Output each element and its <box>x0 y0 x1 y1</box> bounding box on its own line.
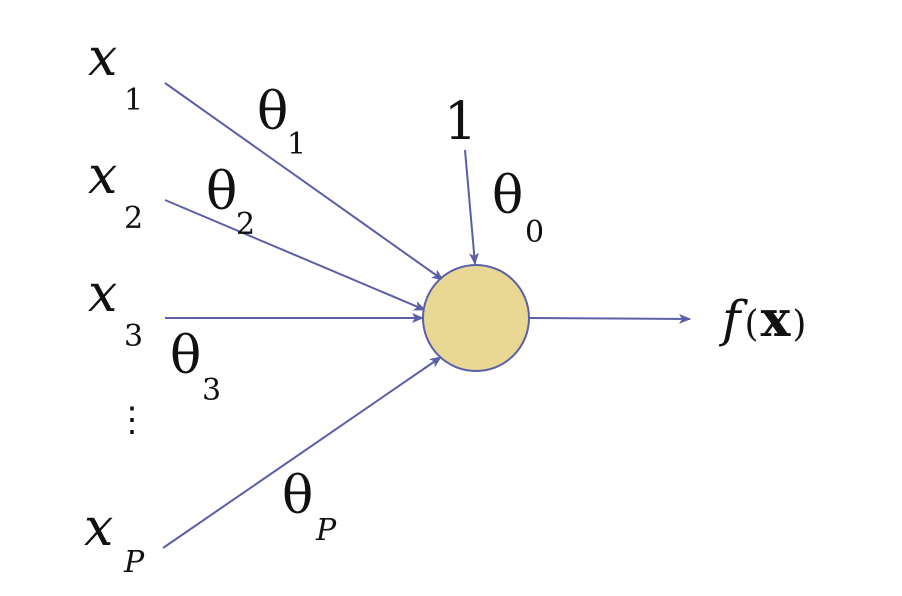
edge-bias <box>464 149 480 265</box>
summation-node <box>422 264 530 372</box>
weight-theta1-sub: 1 <box>287 127 307 162</box>
weight-theta3-sub: 3 <box>202 373 222 408</box>
weight-thetaP: θ <box>282 466 314 526</box>
input-x3-var: x <box>88 264 118 324</box>
weight-theta2-sub: 2 <box>236 207 256 242</box>
input-x1-var: x <box>88 28 118 88</box>
output-func: f <box>722 290 741 348</box>
input-ellipsis: ⋮ <box>115 402 149 439</box>
input-x2-var: x <box>88 146 118 206</box>
weight-thetaP-sub: P <box>316 513 337 548</box>
edge-x2 <box>164 199 426 311</box>
edge-x1 <box>164 82 444 281</box>
input-x2-sub: 2 <box>124 201 144 236</box>
bias-input-one: 1 <box>444 92 478 152</box>
output-close-paren: ) <box>792 304 807 345</box>
weight-theta1: θ <box>257 82 289 142</box>
output-label: f (x) <box>722 294 807 345</box>
weight-theta3: θ <box>170 326 202 386</box>
output-open-paren: ( <box>744 304 759 345</box>
input-x3-sub: 3 <box>124 319 144 354</box>
bias-weight-theta0-sub: 0 <box>525 215 545 250</box>
input-xP-sub: P <box>124 545 145 580</box>
edge-output <box>529 313 691 324</box>
input-x1-sub: 1 <box>124 83 144 118</box>
bias-weight-theta0: θ <box>492 166 524 226</box>
input-xP-var: x <box>84 498 114 558</box>
weight-theta2: θ <box>206 162 238 222</box>
output-arg: x <box>760 289 791 348</box>
edge-xP <box>162 356 442 549</box>
